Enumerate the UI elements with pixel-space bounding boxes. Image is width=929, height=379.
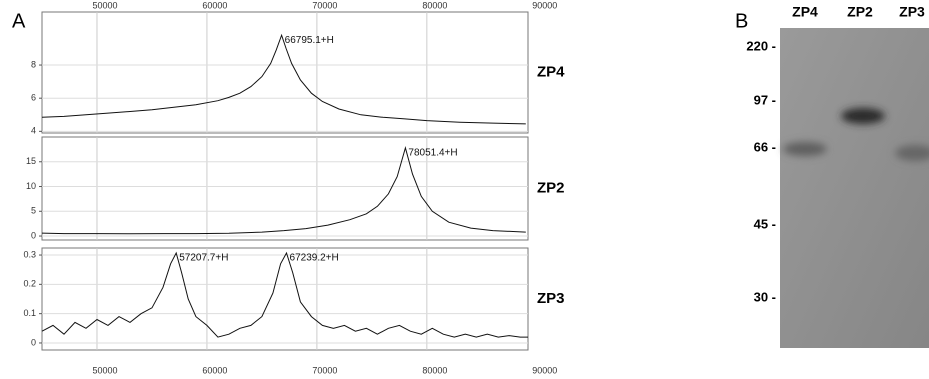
spectrum-label: ZP2 bbox=[537, 179, 565, 196]
y-tick-label: 4 bbox=[31, 126, 36, 136]
spectrum-label: ZP4 bbox=[537, 63, 565, 80]
peak-annotation: 66795.1+H bbox=[285, 35, 334, 46]
y-tick-label: 0 bbox=[31, 337, 36, 347]
y-tick-label: 15 bbox=[26, 156, 36, 166]
plot-frame bbox=[42, 248, 528, 350]
panel-label: A bbox=[12, 10, 26, 32]
lane-label: ZP4 bbox=[792, 4, 818, 20]
lane-label: ZP3 bbox=[899, 4, 925, 20]
y-tick-label: 10 bbox=[26, 181, 36, 191]
gel bbox=[780, 28, 929, 348]
y-tick-label: 8 bbox=[31, 59, 36, 69]
plot-frame bbox=[42, 12, 528, 133]
x-tick-label: 50000 bbox=[92, 365, 117, 375]
peak-annotation: 57207.7+H bbox=[179, 253, 228, 264]
x-tick-label: 70000 bbox=[312, 365, 337, 375]
x-tick-label: 60000 bbox=[202, 0, 227, 10]
x-tick-label: 60000 bbox=[202, 365, 227, 375]
marker-label: 30 - bbox=[754, 289, 776, 304]
x-tick-label: 80000 bbox=[422, 0, 447, 10]
spectrum-label: ZP3 bbox=[537, 290, 565, 307]
x-tick-label: 70000 bbox=[312, 0, 337, 10]
figure: A B 50000 60000 70000 80000 90000 4 6 8 66795.1+… bbox=[0, 0, 929, 379]
marker-label: 66 - bbox=[754, 139, 776, 154]
y-tick-label: 5 bbox=[31, 206, 36, 216]
panel-label: B bbox=[735, 10, 748, 32]
marker-label: 220 - bbox=[746, 38, 776, 53]
y-tick-label: 0 bbox=[31, 230, 36, 240]
gel-band bbox=[783, 142, 827, 156]
x-tick-label: 50000 bbox=[92, 0, 117, 10]
x-tick-label: 90000 bbox=[532, 0, 557, 10]
y-tick-label: 0.1 bbox=[23, 308, 36, 318]
y-tick-label: 6 bbox=[31, 93, 36, 103]
x-tick-label: 90000 bbox=[532, 365, 557, 375]
peak-annotation: 67239.2+H bbox=[290, 253, 339, 264]
y-tick-label: 0.2 bbox=[23, 279, 36, 289]
y-tick-label: 0.3 bbox=[23, 249, 36, 259]
gel-band bbox=[841, 108, 885, 124]
lane-label: ZP2 bbox=[847, 4, 873, 20]
gel-image bbox=[780, 28, 929, 348]
marker-label: 45 - bbox=[754, 216, 776, 231]
peak-annotation: 78051.4+H bbox=[408, 148, 457, 159]
marker-label: 97 - bbox=[754, 92, 776, 107]
x-tick-label: 80000 bbox=[422, 365, 447, 375]
